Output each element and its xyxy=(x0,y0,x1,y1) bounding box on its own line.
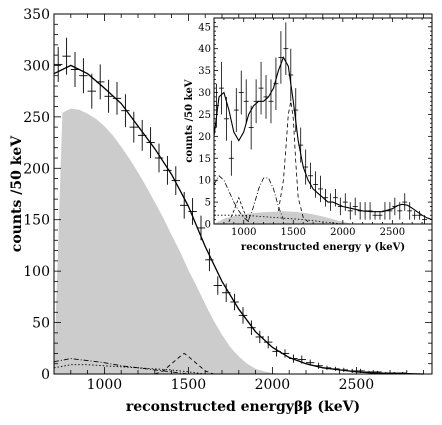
component-curve-dotted-low xyxy=(214,214,343,225)
y-tick-label: 40 xyxy=(198,44,211,55)
y-tick-label: 20 xyxy=(198,132,211,143)
component-curve-minor-dash-dot xyxy=(53,358,189,375)
x-tick-label: 2500 xyxy=(339,377,375,393)
x-tick-label: 1000 xyxy=(87,377,123,393)
component-curve-dashed-peak-small xyxy=(228,196,250,222)
y-tick-label: 50 xyxy=(32,316,50,332)
y-tick-label: 150 xyxy=(23,213,50,229)
y-tick-label: 0 xyxy=(205,220,211,231)
main-x-axis-title: reconstructed energyββ (keV) xyxy=(126,399,360,415)
component-curve-dashed-peak xyxy=(278,101,309,223)
component-curve-dash-dot-peak-2 xyxy=(213,175,249,223)
y-tick-label: 25 xyxy=(198,110,211,121)
inset-background xyxy=(214,18,432,224)
y-tick-label: 200 xyxy=(23,161,50,177)
y-tick-label: 0 xyxy=(41,367,50,383)
y-tick-label: 10 xyxy=(198,176,211,187)
x-tick-label: 2000 xyxy=(255,377,291,393)
y-tick-label: 45 xyxy=(198,22,211,33)
component-curve-dash-dot-peak-1 xyxy=(248,177,284,220)
inset-x-axis-title: reconstructed energy γ (keV) xyxy=(241,242,405,253)
y-tick-label: 15 xyxy=(198,154,211,165)
y-tick-label: 30 xyxy=(198,88,211,99)
component-curve-minor-dotted xyxy=(53,364,206,375)
fit-line xyxy=(213,56,433,221)
x-tick-label: 1000 xyxy=(231,227,256,238)
component-curve-minor-dashed xyxy=(154,352,214,375)
x-tick-label: 1500 xyxy=(281,227,306,238)
y-tick-label: 250 xyxy=(23,110,50,126)
inset-y-axis-title: counts /50 keV xyxy=(184,79,195,162)
inset-panel: 1000 1500 2000 2500 0 5 10 15 20 25 30 35 40 45 xyxy=(198,17,433,238)
filled-component-area xyxy=(54,108,306,374)
x-tick-label: 1500 xyxy=(171,377,207,393)
y-tick-label: 300 xyxy=(23,58,50,74)
y-tick-label: 350 xyxy=(23,7,50,23)
y-tick-label: 35 xyxy=(198,66,211,77)
x-tick-label: 2000 xyxy=(330,227,355,238)
x-tick-label: 2500 xyxy=(380,227,405,238)
y-tick-label: 5 xyxy=(205,198,211,209)
y-tick-label: 100 xyxy=(23,264,50,280)
main-y-axis-title: counts /50 keV xyxy=(9,135,25,253)
